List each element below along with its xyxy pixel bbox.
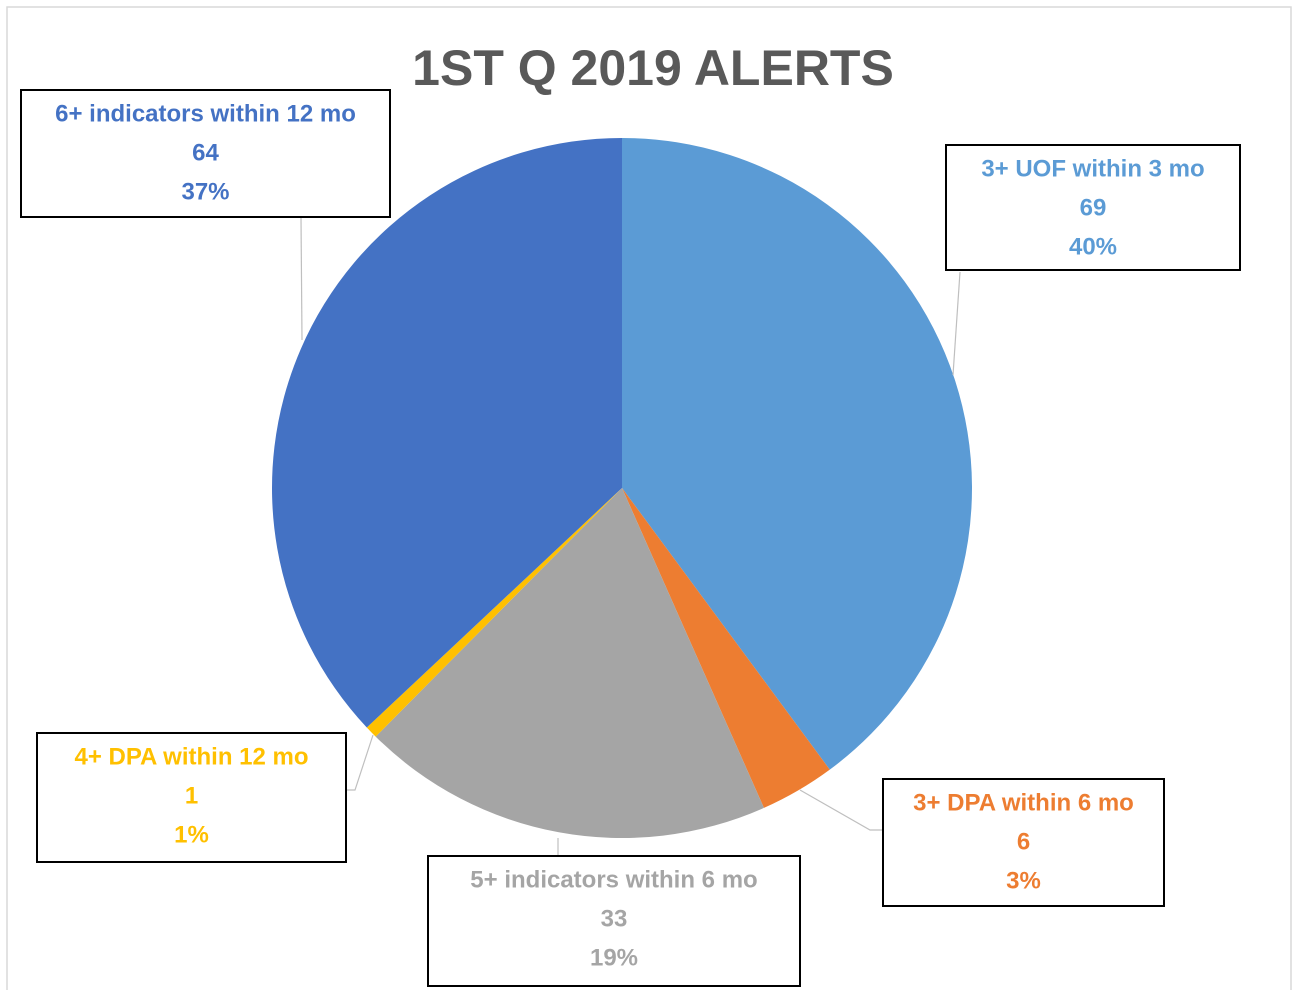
leader-line <box>346 734 374 791</box>
label-box <box>36 732 347 863</box>
percent-label: 19% <box>590 944 638 971</box>
leader-line <box>300 216 303 341</box>
chart-title: 1ST Q 2019 ALERTS <box>412 40 894 96</box>
pie-slice <box>375 488 764 838</box>
percent-label: 3% <box>1006 867 1041 894</box>
label-box <box>427 855 801 987</box>
value-label: 64 <box>192 139 219 166</box>
label-box <box>20 89 391 218</box>
percent-label: 1% <box>174 821 209 848</box>
value-label: 6 <box>1017 828 1030 855</box>
value-label: 69 <box>1080 194 1107 221</box>
category-label: 3+ DPA within 6 mo <box>913 789 1134 816</box>
label-box <box>945 144 1241 271</box>
chart-frame <box>6 6 1292 990</box>
pie-slice <box>622 488 830 808</box>
percent-label: 37% <box>181 178 229 205</box>
leader-line <box>952 271 961 376</box>
percent-label: 40% <box>1069 233 1117 260</box>
pie-slice <box>271 137 622 728</box>
pie-slice <box>622 138 972 770</box>
value-label: 33 <box>601 905 628 932</box>
category-label: 3+ UOF within 3 mo <box>981 155 1204 182</box>
leader-line <box>799 789 883 831</box>
value-label: 1 <box>185 782 198 809</box>
category-label: 4+ DPA within 12 mo <box>74 743 308 770</box>
pie-slice <box>366 488 622 737</box>
category-label: 5+ indicators within 6 mo <box>470 866 757 893</box>
category-label: 6+ indicators within 12 mo <box>55 100 356 127</box>
label-box <box>882 778 1165 907</box>
